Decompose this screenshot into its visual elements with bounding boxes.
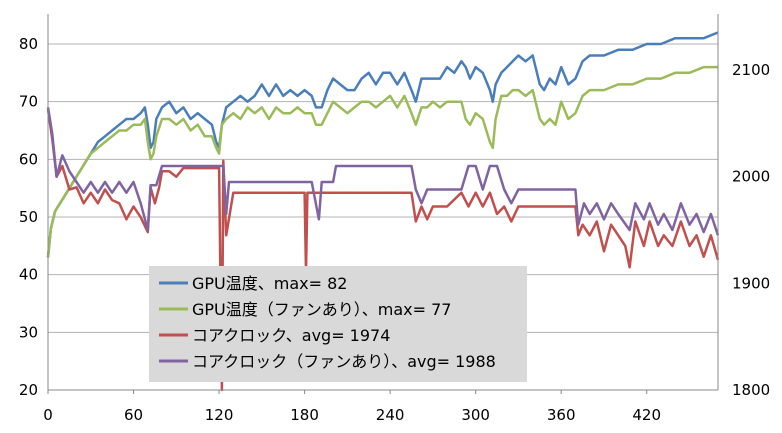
- x-tick-label: 360: [547, 406, 576, 424]
- y-right-tick-label: 1900: [732, 274, 770, 292]
- y-left-tick-label: 40: [19, 266, 38, 284]
- x-tick-label: 420: [632, 406, 661, 424]
- y-left-tick-label: 80: [19, 35, 38, 53]
- y-right-tick-label: 1800: [732, 381, 770, 399]
- x-tick-label: 120: [205, 406, 234, 424]
- x-tick-label: 300: [461, 406, 490, 424]
- legend-label-1: GPU温度、max= 82: [192, 274, 347, 293]
- legend-label-4: コアクロック（ファンあり）、avg= 1988: [192, 352, 496, 371]
- series-line-3: [46, 109, 720, 392]
- series-line-2: [46, 65, 718, 258]
- axes: 20 30 40 50 60 70 80 1800 1900 2000 2100 0 60 120 180 2…: [19, 14, 770, 424]
- legend-label-3: コアクロック、avg= 1974: [192, 326, 390, 345]
- y-right-tick-label: 2000: [732, 168, 770, 186]
- x-tick-label: 240: [376, 406, 405, 424]
- y-left-tick-label: 70: [19, 93, 38, 111]
- y-left-tick-label: 30: [19, 323, 38, 341]
- x-tick-label: 60: [124, 406, 143, 424]
- y-right-tick-label: 2100: [732, 61, 770, 79]
- series-lines: [46, 31, 720, 392]
- x-tick-label: 0: [43, 406, 53, 424]
- y-left-tick-label: 20: [19, 381, 38, 399]
- legend: GPU温度、max= 82 GPU温度（ファンあり）、max= 77 コアクロック、…: [149, 266, 527, 382]
- x-tick-label: 180: [290, 406, 319, 424]
- series-line-1: [46, 31, 719, 258]
- series-line-4: [46, 107, 720, 236]
- y-left-tick-label: 50: [19, 208, 38, 226]
- y-left-tick-label: 60: [19, 150, 38, 168]
- legend-background: [149, 266, 527, 382]
- legend-label-2: GPU温度（ファンあり）、max= 77: [192, 300, 451, 319]
